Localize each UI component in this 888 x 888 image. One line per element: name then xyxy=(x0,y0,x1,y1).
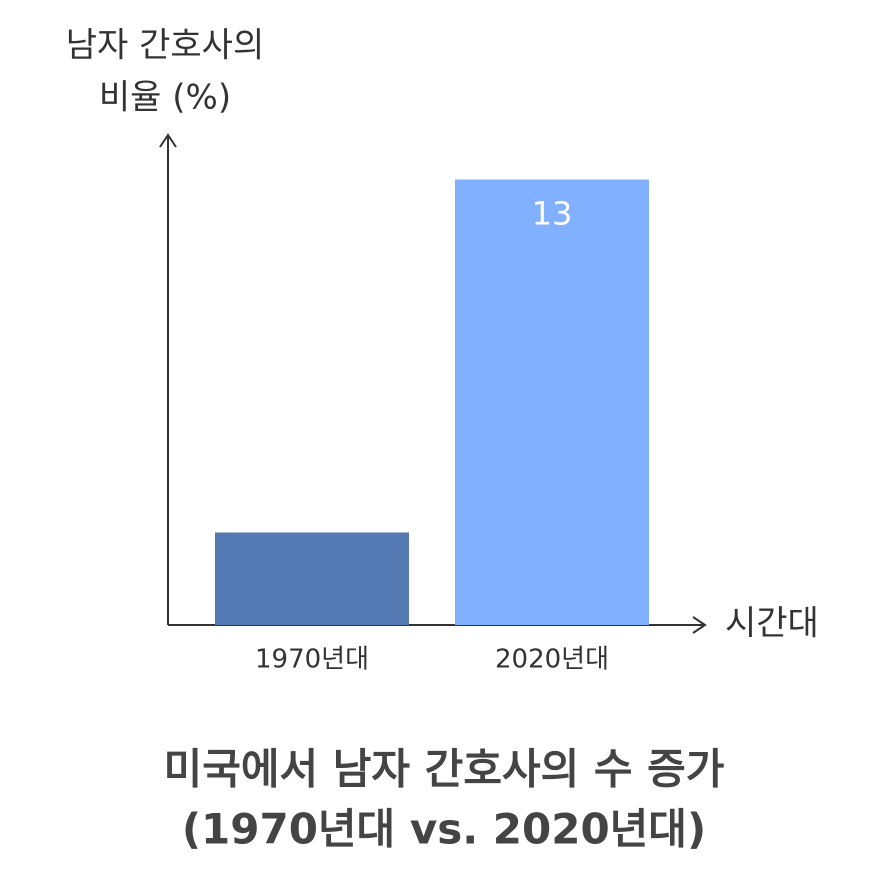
x-axis-arrow xyxy=(692,616,707,634)
chart-title: (1970년대 vs. 2020년대) xyxy=(182,805,706,854)
y-axis-arrow xyxy=(159,133,177,148)
x-tick-label: 2020년대 xyxy=(495,645,609,675)
x-axis-label: 시간대 xyxy=(725,604,819,644)
y-axis-label: 남자 간호사의 xyxy=(66,26,265,66)
bar xyxy=(455,179,649,625)
x-tick-label: 1970년대 xyxy=(255,645,369,675)
value-label: 13 xyxy=(532,195,573,233)
y-axis-label: 비율 (%) xyxy=(99,78,231,118)
chart-title: 미국에서 남자 간호사의 수 증가 xyxy=(164,745,725,794)
bar xyxy=(215,532,409,625)
